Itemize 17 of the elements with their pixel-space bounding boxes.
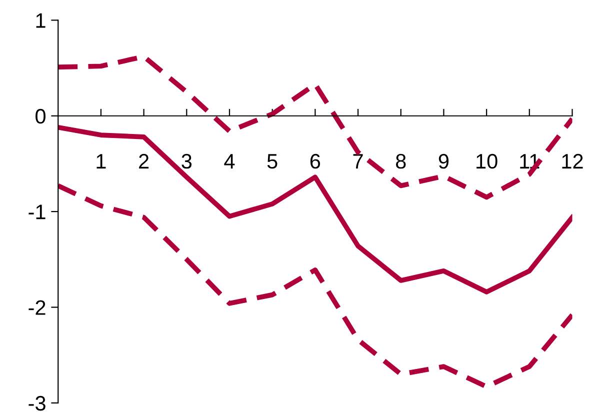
x-tick-label: 9: [438, 154, 449, 169]
y-tick-label: -1: [28, 204, 46, 220]
x-tick-label: 6: [310, 154, 320, 169]
x-tick-label: 3: [182, 154, 192, 169]
y-tick-label: -3: [28, 396, 46, 411]
y-tick-label: 1: [36, 13, 46, 28]
y-tick-label: 0: [36, 108, 46, 124]
line-series: [58, 183, 572, 390]
x-tick-label: 7: [353, 154, 363, 168]
x-tick-label: 12: [562, 154, 583, 168]
x-tick-label: 1: [96, 154, 106, 168]
x-tick-label: 10: [476, 154, 498, 169]
x-tick-label: 8: [396, 154, 406, 169]
y-tick-label: -2: [28, 300, 46, 315]
x-tick-label: 4: [224, 154, 235, 168]
x-tick-label: 2: [139, 154, 149, 168]
x-tick-label: 5: [267, 154, 278, 169]
